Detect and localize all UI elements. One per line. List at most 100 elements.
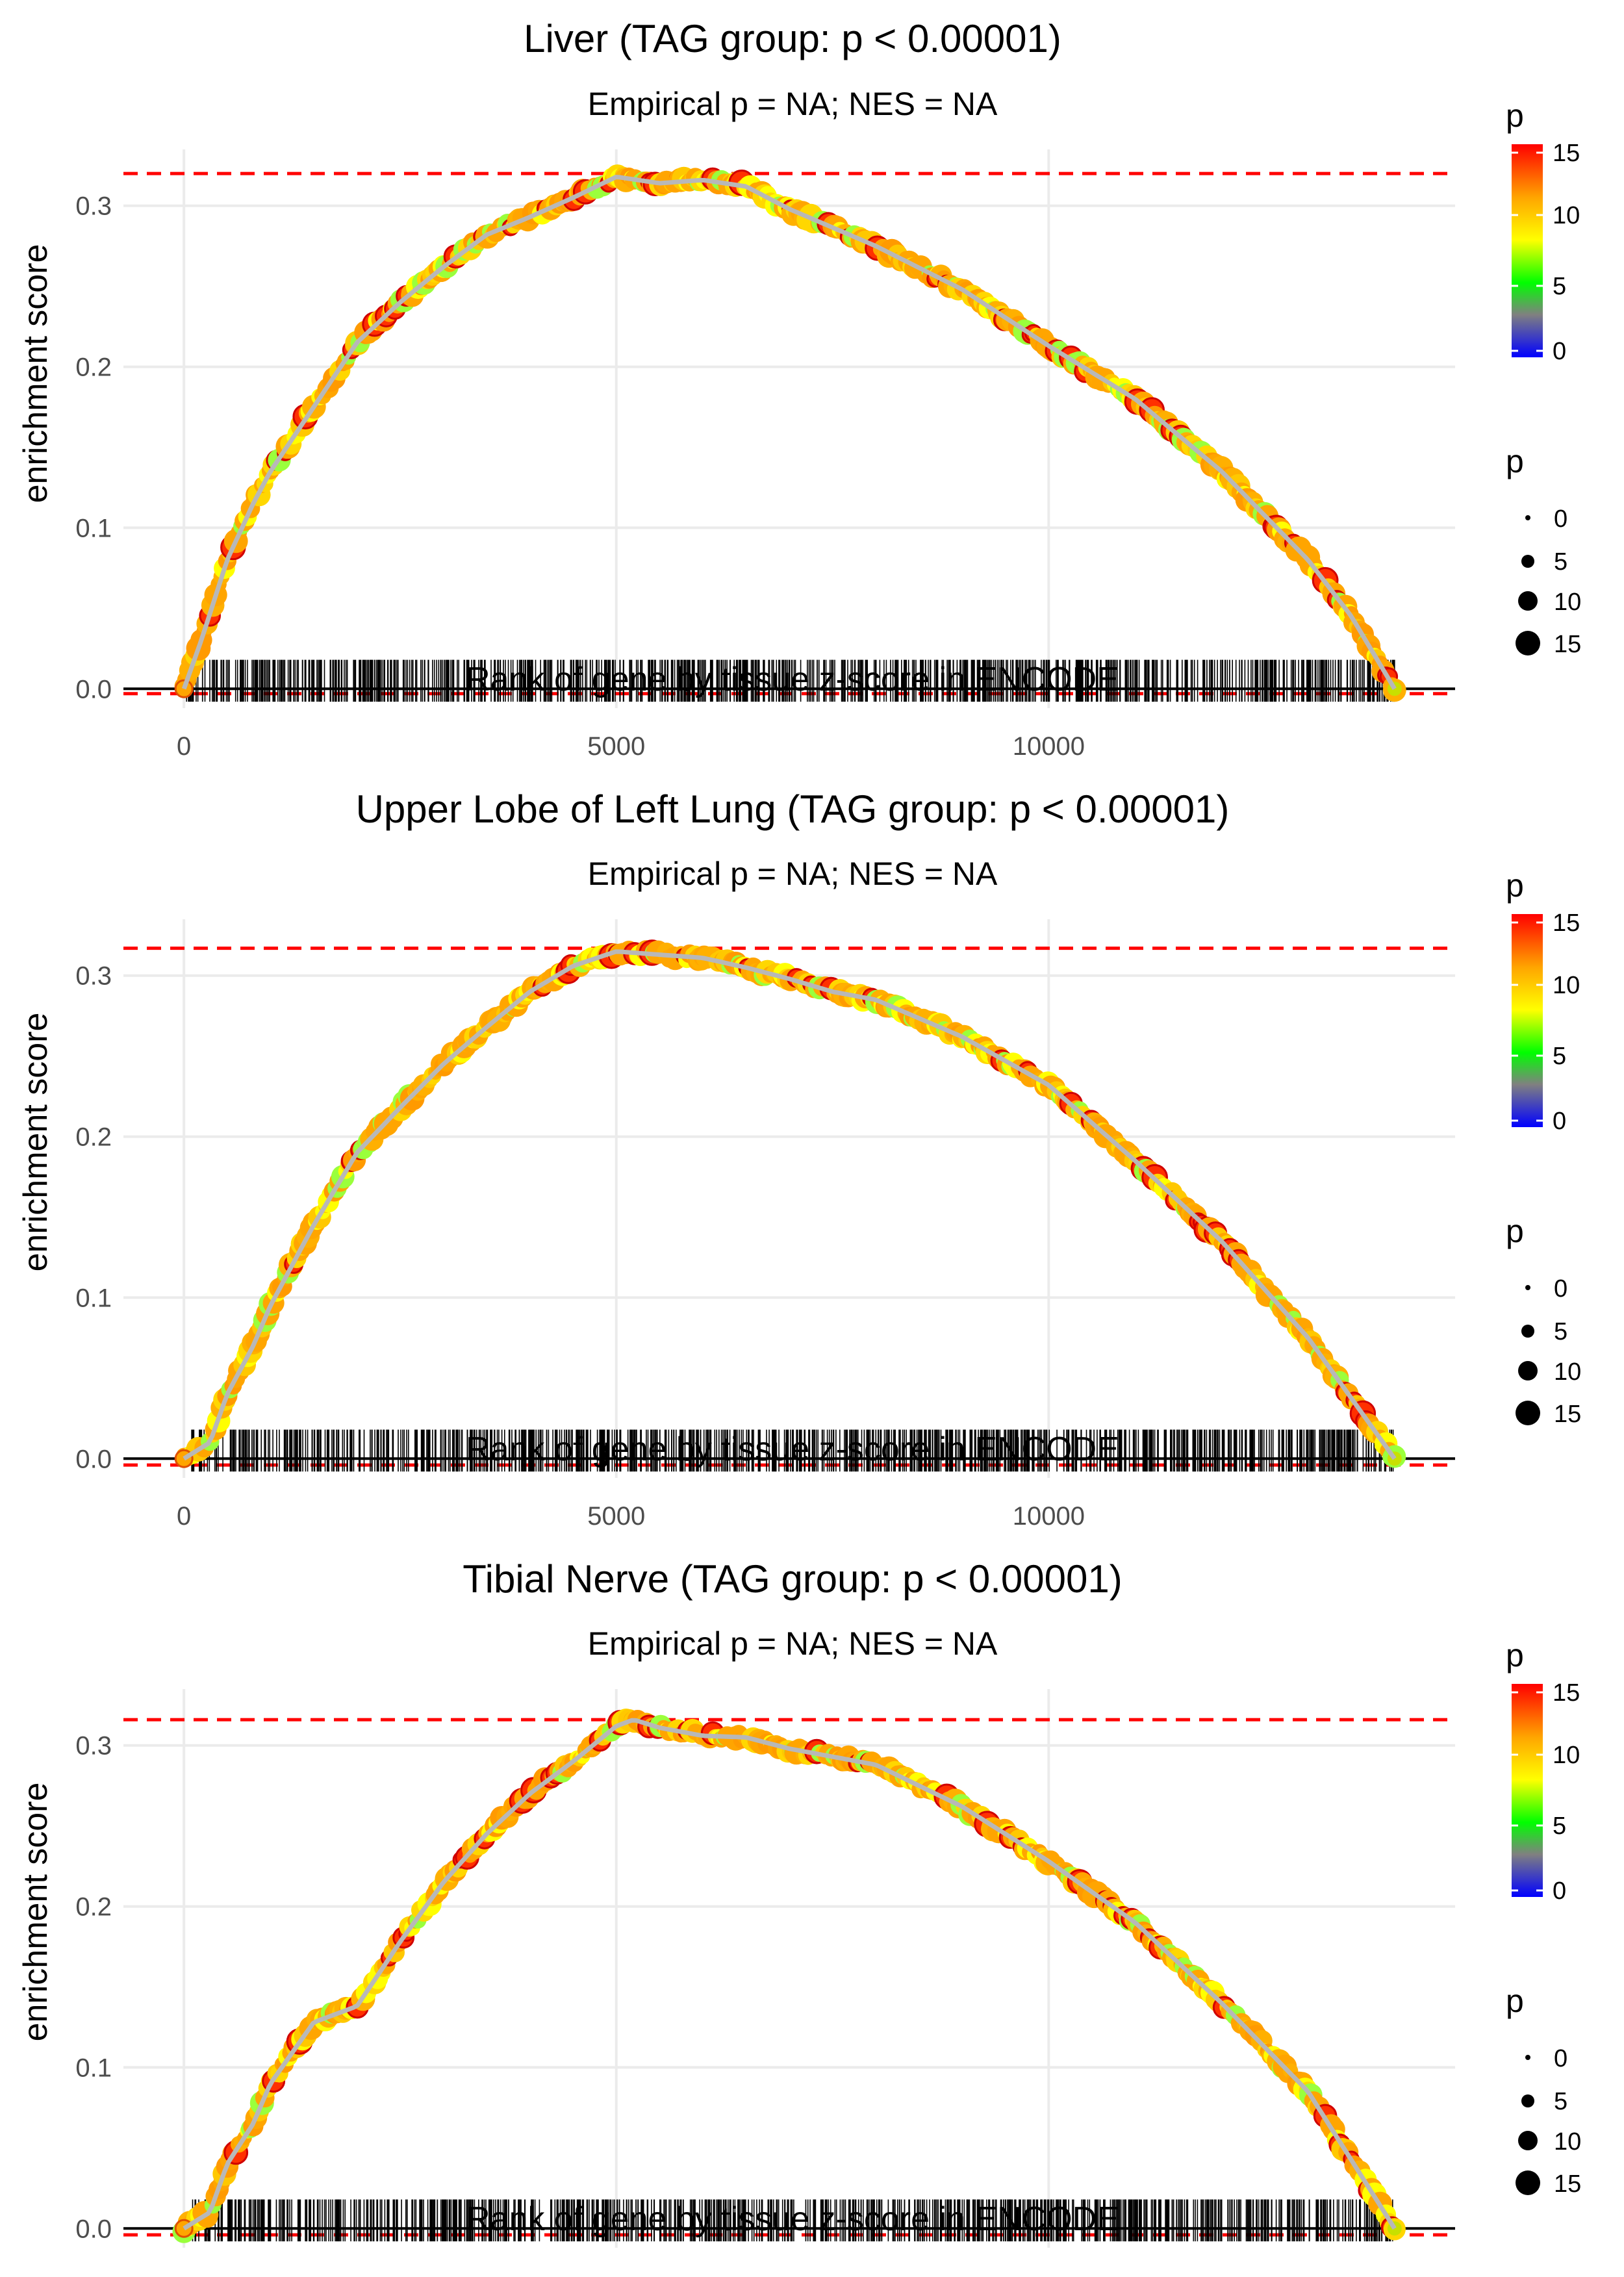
color-legend-ticks xyxy=(1512,151,1543,352)
gene-hit-marks xyxy=(191,1429,1394,1472)
color-legend-ticks xyxy=(1512,1691,1543,1892)
size-legend-dot xyxy=(1518,591,1538,611)
size-legend-title: p xyxy=(1506,443,1524,479)
panel-3-title: Tibial Nerve (TAG group: p < 0.00001) xyxy=(463,1557,1123,1601)
panel-3-subtitle: Empirical p = NA; NES = NA xyxy=(588,1625,998,1662)
panel-2-subtitle: Empirical p = NA; NES = NA xyxy=(588,856,998,892)
x-tick-label: 5000 xyxy=(587,1502,645,1531)
y-tick-label: 0.0 xyxy=(75,1445,112,1473)
color-legend-label: 10 xyxy=(1553,1742,1580,1769)
panel-2-es-curve xyxy=(183,949,1397,1461)
color-legend-label: 15 xyxy=(1553,1679,1580,1707)
panel-1-x-ticks: 0 5000 10000 xyxy=(177,732,1085,761)
legend-panel-3: p 15 10 5 0 p 0 5 10 15 xyxy=(1506,1637,1581,2198)
color-legend-title: p xyxy=(1506,97,1524,134)
size-legend-label: 15 xyxy=(1554,1401,1581,1428)
color-legend-ticks xyxy=(1512,921,1543,1122)
size-legend-dot xyxy=(1516,1401,1540,1425)
color-legend-title: p xyxy=(1506,867,1524,904)
y-tick-label: 0.3 xyxy=(75,962,112,991)
size-legend-dot xyxy=(1516,2170,1540,2195)
panel-1-y-axis-title: enrichment score xyxy=(17,244,55,503)
panel-2-y-axis-title: enrichment score xyxy=(17,1013,55,1272)
size-legend-label: 10 xyxy=(1554,2128,1581,2156)
size-legend-label: 0 xyxy=(1554,1275,1567,1303)
color-legend-label: 0 xyxy=(1553,338,1566,365)
x-tick-label: 0 xyxy=(177,1502,191,1531)
y-tick-label: 0.0 xyxy=(75,2215,112,2243)
panel-3-dots xyxy=(172,1709,1406,2243)
panel-2-hits xyxy=(123,1429,1455,1472)
panel-1-grid xyxy=(123,149,1455,708)
color-legend-label: 15 xyxy=(1553,140,1580,167)
color-legend-label: 0 xyxy=(1553,1108,1566,1135)
y-tick-label: 0.3 xyxy=(75,1732,112,1761)
color-legend-title: p xyxy=(1506,1637,1524,1673)
y-tick-label: 0.2 xyxy=(75,1893,112,1922)
size-legend-label: 5 xyxy=(1554,548,1567,576)
panel-3: Tibial Nerve (TAG group: p < 0.00001) Em… xyxy=(17,1557,1455,2277)
panel-1-refs xyxy=(123,172,1455,696)
panel-2-title: Upper Lobe of Left Lung (TAG group: p < … xyxy=(356,787,1230,831)
color-legend-label: 15 xyxy=(1553,910,1580,937)
size-legend-label: 15 xyxy=(1554,2170,1581,2198)
color-legend-label: 10 xyxy=(1553,972,1580,999)
panel-1-subtitle: Empirical p = NA; NES = NA xyxy=(588,86,998,122)
y-tick-label: 0.1 xyxy=(75,2054,112,2082)
x-tick-label: 10000 xyxy=(1013,1502,1085,1531)
color-legend-bar xyxy=(1512,914,1543,1127)
size-legend-label: 5 xyxy=(1554,2088,1567,2115)
color-legend-label: 0 xyxy=(1553,1877,1566,1905)
y-tick-label: 0.2 xyxy=(75,353,112,382)
y-tick-label: 0.0 xyxy=(75,675,112,704)
color-legend-label: 5 xyxy=(1553,273,1566,300)
size-legend-dot xyxy=(1525,1285,1530,1290)
panel-1-y-ticks: 0.0 0.1 0.2 0.3 xyxy=(75,192,112,704)
size-legend-dot xyxy=(1521,1325,1534,1338)
panel-1-dots xyxy=(174,164,1406,702)
panel-2-y-ticks: 0.0 0.1 0.2 0.3 xyxy=(75,962,112,1474)
panel-1-es-curve xyxy=(181,175,1397,691)
panel-2-x-ticks: 0 5000 10000 xyxy=(177,1502,1085,1531)
size-legend-label: 0 xyxy=(1554,505,1567,533)
legend-panel-1: p 15 10 5 0 p 0 5 10 15 xyxy=(1506,97,1581,658)
panel-2: Upper Lobe of Left Lung (TAG group: p < … xyxy=(17,787,1455,1531)
size-legend-label: 10 xyxy=(1554,1358,1581,1386)
y-tick-label: 0.2 xyxy=(75,1123,112,1152)
x-tick-label: 0 xyxy=(177,732,191,761)
y-tick-label: 0.1 xyxy=(75,1284,112,1312)
panel-1-title: Liver (TAG group: p < 0.00001) xyxy=(524,17,1061,60)
panel-3-y-axis-title: enrichment score xyxy=(17,1783,55,2042)
y-tick-label: 0.3 xyxy=(75,192,112,221)
panel-1: Liver (TAG group: p < 0.00001) Empirical… xyxy=(17,17,1455,761)
size-legend-dot xyxy=(1521,555,1534,568)
panel-3-refs xyxy=(123,1718,1455,2237)
gene-hit-marks xyxy=(186,659,1395,702)
size-legend-label: 15 xyxy=(1554,631,1581,658)
color-legend-label: 10 xyxy=(1553,202,1580,229)
gene-hit-marks xyxy=(192,2199,1393,2242)
panel-3-grid xyxy=(123,1689,1455,2248)
panel-3-es-curve xyxy=(183,1718,1397,2231)
y-tick-label: 0.1 xyxy=(75,514,112,542)
color-legend-label: 5 xyxy=(1553,1043,1566,1070)
panel-1-hits xyxy=(123,659,1455,702)
panel-2-dots xyxy=(174,939,1406,1468)
size-legend-dot xyxy=(1521,2094,1534,2107)
color-legend-label: 5 xyxy=(1553,1813,1566,1840)
size-legend-title: p xyxy=(1506,1983,1524,2019)
size-legend-dot xyxy=(1525,515,1530,520)
color-legend-bar xyxy=(1512,144,1543,357)
panel-2-refs xyxy=(123,947,1455,1467)
color-legend-bar xyxy=(1512,1684,1543,1897)
panel-1-x-axis-title: Rank of gene by tissue z-score in ENCODE xyxy=(466,661,1119,698)
panel-3-hits xyxy=(123,2199,1455,2242)
size-legend-dot xyxy=(1518,1361,1538,1380)
x-tick-label: 10000 xyxy=(1013,732,1085,761)
x-tick-label: 5000 xyxy=(587,732,645,761)
size-legend-label: 5 xyxy=(1554,1318,1567,1345)
size-legend-label: 0 xyxy=(1554,2045,1567,2072)
size-legend-dot xyxy=(1525,2055,1530,2060)
